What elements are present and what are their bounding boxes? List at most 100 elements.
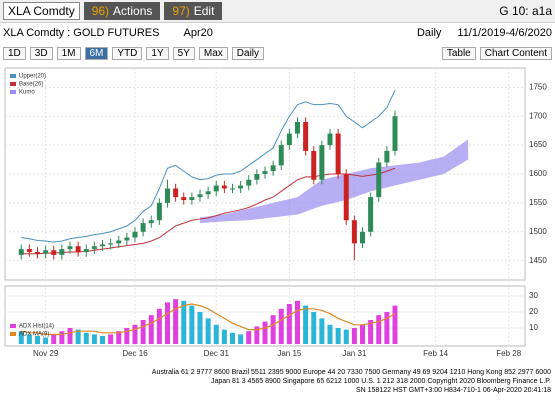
histogram-bar: [43, 337, 49, 344]
cloud: [200, 139, 469, 224]
candle-body: [91, 246, 97, 250]
x-tick-label: Feb 28: [496, 349, 521, 358]
histogram-bar: [335, 328, 341, 344]
x-tick-label: Dec 16: [122, 349, 148, 358]
candle-body: [43, 250, 49, 254]
range-button[interactable]: Max: [198, 46, 228, 60]
candle-body: [303, 122, 309, 151]
y-tick-label: 10: [529, 323, 538, 332]
histogram-bar: [35, 336, 40, 344]
x-tick-label: Jan 15: [277, 349, 302, 358]
indicator-line: [21, 167, 396, 255]
actions-label: Actions: [113, 4, 153, 18]
actions-num: 96): [91, 4, 110, 18]
histogram-bar: [384, 312, 390, 344]
histogram-bar: [51, 334, 57, 344]
frequency-select[interactable]: Daily: [231, 46, 265, 60]
legend-label: Kumo: [19, 90, 35, 96]
histogram-bar: [278, 308, 284, 344]
period: Daily: [416, 27, 442, 39]
candle-body: [238, 185, 244, 189]
candle-body: [213, 185, 219, 192]
candle-body: [221, 185, 227, 189]
x-tick-label: Feb 14: [423, 349, 448, 358]
range-button[interactable]: 6M: [84, 46, 109, 60]
candle-body: [67, 246, 73, 250]
histogram-bar: [181, 300, 187, 344]
actions-button[interactable]: 96) Actions: [83, 2, 161, 20]
range-button[interactable]: 1D: [3, 46, 26, 60]
histogram-bar: [18, 331, 24, 344]
histogram-bar: [83, 332, 89, 344]
candle-body: [360, 231, 365, 244]
candle-body: [35, 252, 40, 254]
histogram-bar: [116, 331, 122, 344]
edit-num: 97): [172, 4, 190, 18]
range-button[interactable]: 5Y: [172, 46, 195, 60]
histogram-bar: [286, 304, 292, 344]
indicator-line: [21, 90, 396, 243]
toolbar: XLA Comdty 96) Actions 97) Edit G 10: a1a: [0, 0, 555, 23]
candle-body: [18, 249, 24, 255]
y-tick-label: 1750: [529, 82, 547, 91]
histogram-bar: [246, 331, 252, 344]
candle-body: [311, 150, 317, 180]
page-id: G 10: a1a: [499, 4, 552, 18]
candle-body: [343, 174, 349, 221]
candle-body: [83, 249, 89, 252]
candle-body: [26, 249, 32, 252]
footer-line: SN 158122 HST GMT+3:00 H834-710-1 06-Apr…: [355, 387, 551, 394]
histogram-bar: [303, 305, 309, 344]
table-button[interactable]: Table: [441, 46, 476, 60]
legend-label: Base(26): [19, 82, 43, 88]
candle-body: [173, 188, 179, 198]
range-button[interactable]: 3D: [29, 46, 53, 60]
histogram-bar: [360, 324, 365, 344]
candle-body: [254, 174, 260, 180]
candle-body: [148, 220, 154, 224]
candle-body: [270, 165, 276, 172]
y-tick-label: 1650: [529, 140, 547, 149]
candle-body: [335, 133, 341, 174]
candle-body: [124, 237, 130, 241]
range-button[interactable]: YTD: [112, 46, 143, 60]
candle-body: [100, 244, 105, 247]
ticker-field[interactable]: XLA Comdty: [3, 2, 80, 20]
candle-body: [384, 150, 390, 163]
legend-swatch: [10, 82, 16, 86]
candle-body: [165, 188, 170, 203]
histogram-bar: [173, 299, 179, 344]
candle-body: [376, 162, 382, 198]
range-button[interactable]: 1Y: [146, 46, 169, 60]
footer-line: Japan 81 3 4565 8900 Singapore 65 6212 1…: [210, 378, 551, 385]
y-tick-label: 1450: [529, 256, 547, 265]
histogram-bar: [91, 334, 97, 344]
candle-body: [132, 231, 138, 238]
chart-content-button[interactable]: Chart Content: [479, 46, 552, 60]
y-tick-label: 20: [529, 307, 538, 316]
legend-swatch: [10, 90, 16, 94]
candle-body: [51, 250, 57, 255]
x-tick-label: Jan 31: [342, 349, 367, 358]
edit-button[interactable]: 97) Edit: [164, 2, 223, 20]
y-tick-label: 30: [529, 291, 538, 300]
histogram-bar: [132, 324, 138, 344]
x-tick-label: Nov 29: [33, 349, 59, 358]
histogram-bar: [197, 312, 203, 344]
histogram-bar: [254, 326, 260, 344]
contract: Apr20: [183, 27, 213, 39]
histogram-bar: [327, 324, 333, 344]
histogram-bar: [376, 315, 382, 344]
histogram-bar: [75, 329, 81, 344]
histogram-bar: [156, 308, 162, 344]
histogram-bar: [59, 331, 65, 344]
candle-body: [181, 197, 187, 200]
range-button[interactable]: 1M: [56, 46, 81, 60]
candle-body: [392, 116, 398, 151]
histogram-bar: [368, 320, 374, 344]
y-tick-label: 1500: [529, 227, 547, 236]
histogram-bar: [140, 320, 146, 344]
candle-body: [286, 133, 292, 146]
legend-swatch: [10, 332, 16, 336]
histogram-bar: [270, 315, 276, 344]
